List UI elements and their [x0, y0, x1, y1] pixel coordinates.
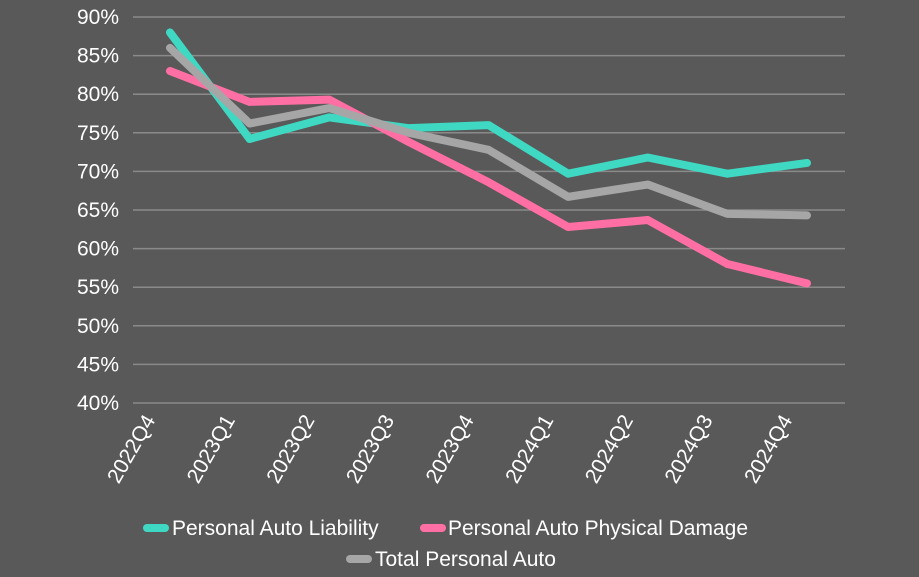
x-tick-label: 2023Q1 [183, 411, 240, 487]
x-tick-label: 2023Q3 [342, 411, 399, 487]
x-tick-label: 2023Q2 [262, 411, 319, 487]
y-tick-label: 90% [77, 6, 119, 29]
y-tick-label: 65% [77, 199, 119, 222]
series-lines [166, 28, 811, 288]
legend: Personal Auto Liability Personal Auto Phy… [143, 517, 748, 571]
series-line-0 [166, 28, 811, 178]
x-tick-label: 2023Q4 [422, 411, 479, 487]
y-axis-tick-labels: 40% 45% 50% 55% 60% 65% 70% 75% 80% 85% 90% [77, 6, 119, 415]
series-line-2 [166, 43, 811, 220]
x-tick-label: 2024Q1 [501, 411, 558, 487]
x-tick-label: 2024Q3 [660, 411, 717, 487]
y-tick-label: 80% [77, 83, 119, 106]
series-line-1 [166, 67, 811, 288]
legend-label: Personal Auto Physical Damage [448, 517, 748, 540]
x-axis-tick-labels: 2022Q4 2023Q1 2023Q2 2023Q3 2023Q4 2024Q1 2024… [103, 411, 797, 487]
y-tick-label: 70% [77, 160, 119, 183]
legend-label: Total Personal Auto [375, 548, 556, 571]
y-tick-label: 45% [77, 353, 119, 376]
gridlines [133, 16, 845, 404]
y-tick-label: 50% [77, 315, 119, 338]
y-tick-label: 60% [77, 238, 119, 261]
y-tick-label: 40% [77, 392, 119, 415]
x-tick-label: 2022Q4 [103, 411, 160, 487]
x-tick-label: 2024Q2 [581, 411, 638, 487]
y-tick-label: 85% [77, 45, 119, 68]
y-tick-label: 55% [77, 276, 119, 299]
y-tick-label: 75% [77, 122, 119, 145]
legend-label: Personal Auto Liability [172, 517, 379, 540]
x-tick-label: 2024Q4 [740, 411, 797, 487]
